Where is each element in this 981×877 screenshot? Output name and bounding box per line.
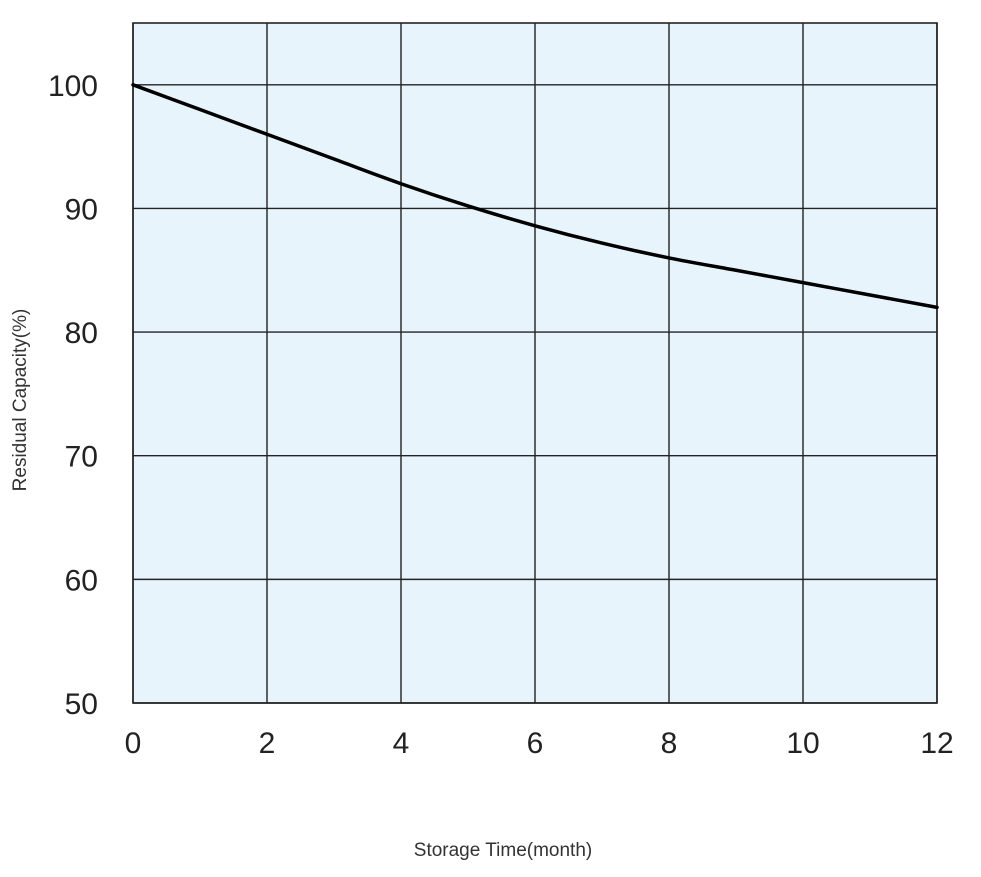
x-tick-label-6: 6 [527, 727, 544, 760]
x-tick-label-4: 4 [393, 727, 410, 760]
series-line-0 [131, 83, 939, 310]
x-tick-labels: 0 2 4 6 8 10 12 [125, 727, 954, 760]
x-tick-label-2: 2 [259, 727, 276, 760]
x-axis-label: Storage Time(month) [414, 840, 592, 861]
y-axis-label: Residual Capacity(%) [10, 309, 31, 492]
y-tick-label-50: 50 [65, 688, 98, 721]
y-tick-labels: 50 60 70 80 90 100 [48, 70, 98, 721]
x-tick-label-12: 12 [920, 727, 953, 760]
y-tick-label-80: 80 [65, 317, 98, 350]
series-group [131, 83, 939, 310]
y-tick-label-70: 70 [65, 441, 98, 474]
y-tick-label-90: 90 [65, 193, 98, 226]
x-tick-label-8: 8 [661, 727, 678, 760]
grid-lines [132, 23, 938, 704]
y-tick-label-100: 100 [48, 70, 98, 103]
x-tick-label-10: 10 [786, 727, 819, 760]
y-tick-label-60: 60 [65, 564, 98, 597]
x-tick-label-0: 0 [125, 727, 142, 760]
